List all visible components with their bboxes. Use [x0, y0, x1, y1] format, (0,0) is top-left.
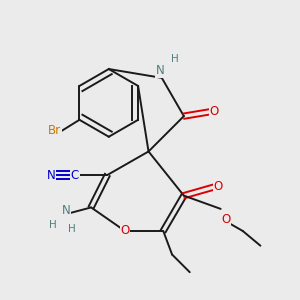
Text: Br: Br [48, 124, 61, 137]
Text: O: O [209, 105, 218, 118]
Text: C: C [71, 169, 79, 182]
Text: O: O [120, 224, 130, 238]
Text: N: N [156, 64, 165, 77]
Text: O: O [221, 213, 230, 226]
Text: N: N [62, 204, 70, 217]
Text: H: H [49, 220, 57, 230]
Text: H: H [68, 224, 76, 235]
Text: N: N [46, 169, 55, 182]
Text: O: O [214, 180, 223, 193]
Text: H: H [171, 54, 179, 64]
